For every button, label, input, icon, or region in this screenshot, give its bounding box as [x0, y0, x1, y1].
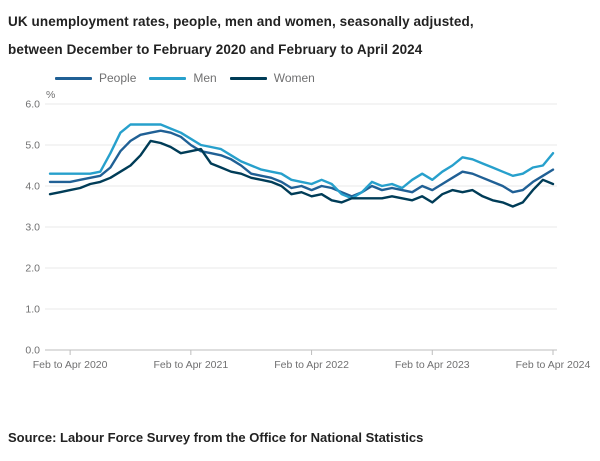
- y-tick-label: 5.0: [25, 140, 40, 152]
- chart-legend: People Men Women: [55, 71, 315, 85]
- chart-title-line-2: between December to February 2020 and Fe…: [8, 42, 423, 57]
- legend-swatch-icon: [55, 76, 92, 80]
- x-tick-label: Feb to Apr 2022: [274, 359, 349, 371]
- legend-item-people: People: [55, 71, 136, 85]
- y-tick-label: 4.0: [25, 181, 40, 193]
- x-tick-label: Feb to Apr 2024: [516, 359, 591, 371]
- legend-swatch-icon: [229, 76, 267, 80]
- chart-title: UK unemployment rates, people, men and w…: [8, 8, 592, 64]
- y-axis-unit-label: %: [46, 89, 55, 101]
- y-tick-label: 1.0: [25, 304, 40, 316]
- y-tick-label: 6.0: [25, 99, 40, 111]
- legend-item-women: Women: [229, 71, 315, 85]
- legend-label: People: [99, 71, 137, 85]
- legend-swatch-icon: [149, 76, 187, 80]
- legend-label: Women: [273, 71, 315, 85]
- legend-item-men: Men: [149, 71, 217, 85]
- x-tick-label: Feb to Apr 2021: [153, 359, 228, 371]
- x-tick-label: Feb to Apr 2020: [33, 359, 108, 371]
- series-line-men: [48, 123, 555, 200]
- chart-title-line-1: UK unemployment rates, people, men and w…: [8, 14, 474, 29]
- source-note: Source: Labour Force Survey from the Off…: [8, 430, 424, 445]
- y-tick-label: 2.0: [25, 263, 40, 275]
- y-tick-label: 0.0: [25, 345, 40, 357]
- series-line-women: [48, 139, 555, 208]
- x-tick-label: Feb to Apr 2023: [395, 359, 470, 371]
- series-line-people: [48, 129, 555, 198]
- legend-label: Men: [193, 71, 217, 85]
- y-tick-label: 3.0: [25, 222, 40, 234]
